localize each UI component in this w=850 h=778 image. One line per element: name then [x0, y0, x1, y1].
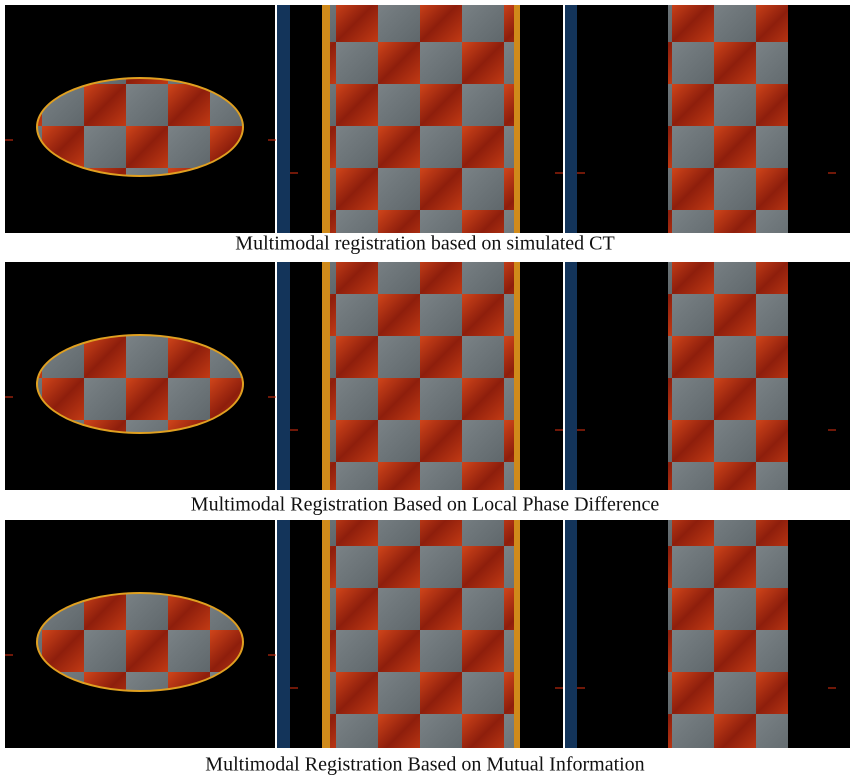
divider — [277, 520, 290, 748]
checkerboard — [330, 520, 514, 748]
checkerboard — [668, 262, 788, 490]
caption: Multimodal Registration Based on Mutual … — [205, 754, 644, 776]
checkerboard — [668, 5, 788, 233]
checkerboard — [330, 262, 514, 490]
checkerboard — [330, 5, 514, 233]
caption: Multimodal Registration Based on Local P… — [191, 494, 660, 516]
checkerboard — [668, 520, 788, 748]
divider — [565, 262, 577, 490]
image-row — [5, 520, 850, 748]
divider — [277, 5, 290, 233]
divider — [565, 520, 577, 748]
divider — [565, 5, 577, 233]
caption: Multimodal registration based on simulat… — [235, 233, 614, 255]
image-row — [5, 5, 850, 233]
image-row — [5, 262, 850, 490]
divider — [277, 262, 290, 490]
figure: Multimodal registration based on simulat… — [0, 0, 850, 778]
